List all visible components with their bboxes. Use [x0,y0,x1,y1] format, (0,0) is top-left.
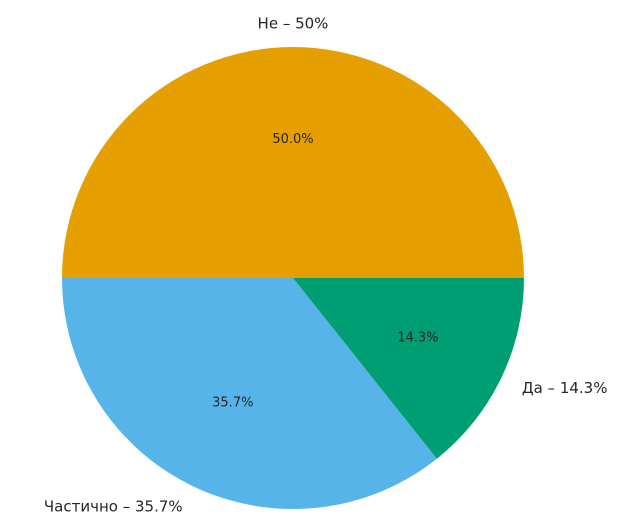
value-label: 50.0% [272,132,313,147]
slice-label: Да – 14.3% [522,379,608,397]
slice-label: Частично – 35.7% [44,497,183,515]
pie-slice [293,278,524,459]
pie-slice [62,278,437,510]
value-label: 14.3% [397,331,438,346]
slice-label: Не – 50% [258,14,329,32]
pie-slice [62,47,524,278]
value-label: 35.7% [212,395,253,410]
